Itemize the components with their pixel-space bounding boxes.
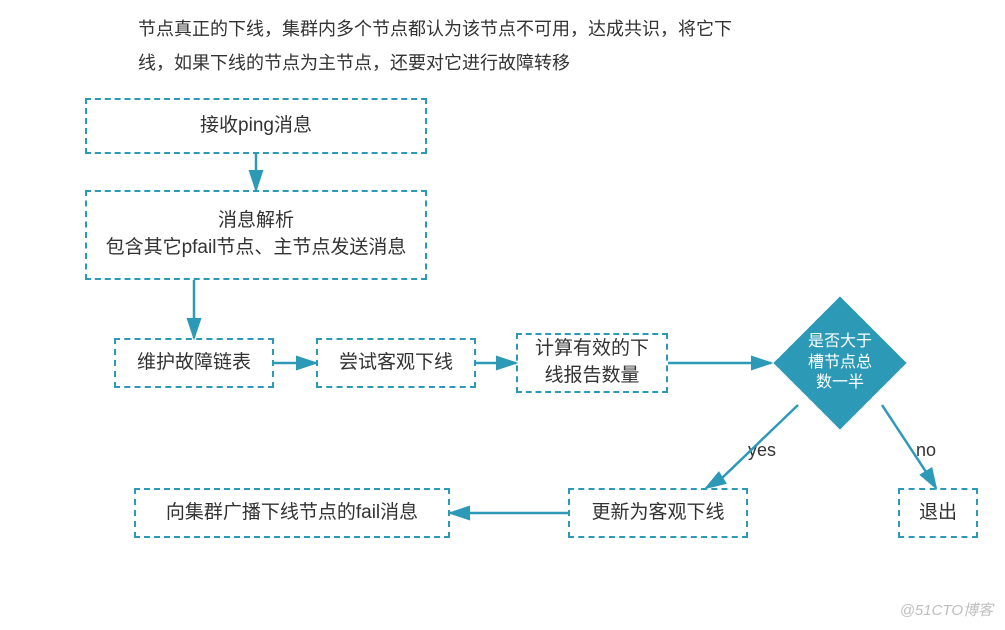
node-count-valid-reports-label: 计算有效的下 线报告数量 — [535, 336, 649, 389]
node-parse-message-label: 消息解析 包含其它pfail节点、主节点发送消息 — [106, 208, 407, 261]
node-try-objective-down-label: 尝试客观下线 — [339, 350, 453, 377]
node-try-objective-down: 尝试客观下线 — [316, 338, 476, 388]
watermark: @51CTO博客 — [900, 599, 993, 620]
node-update-objective-down-label: 更新为客观下线 — [591, 500, 724, 527]
description-text: 节点真正的下线，集群内多个节点都认为该节点不可用，达成共识，将它下 线，如果下线… — [138, 12, 732, 80]
edge-label-yes: yes — [748, 440, 776, 461]
node-maintain-fail-list-label: 维护故障链表 — [137, 350, 251, 377]
node-count-valid-reports: 计算有效的下 线报告数量 — [516, 333, 668, 393]
edge-label-no: no — [916, 440, 936, 461]
desc-line1: 节点真正的下线，集群内多个节点都认为该节点不可用，达成共识，将它下 — [138, 19, 732, 39]
decision-majority-check: 是否大于 槽节点总 数一半 — [793, 316, 887, 410]
node-exit: 退出 — [898, 488, 978, 538]
desc-line2: 线，如果下线的节点为主节点，还要对它进行故障转移 — [138, 53, 570, 73]
node-parse-message: 消息解析 包含其它pfail节点、主节点发送消息 — [85, 190, 427, 280]
node-receive-ping-label: 接收ping消息 — [200, 113, 312, 140]
node-maintain-fail-list: 维护故障链表 — [114, 338, 274, 388]
node-update-objective-down: 更新为客观下线 — [568, 488, 748, 538]
node-broadcast-fail-label: 向集群广播下线节点的fail消息 — [166, 500, 418, 527]
node-receive-ping: 接收ping消息 — [85, 98, 427, 154]
node-exit-label: 退出 — [919, 500, 957, 527]
decision-majority-check-label: 是否大于 槽节点总 数一半 — [793, 316, 887, 410]
node-broadcast-fail: 向集群广播下线节点的fail消息 — [134, 488, 450, 538]
